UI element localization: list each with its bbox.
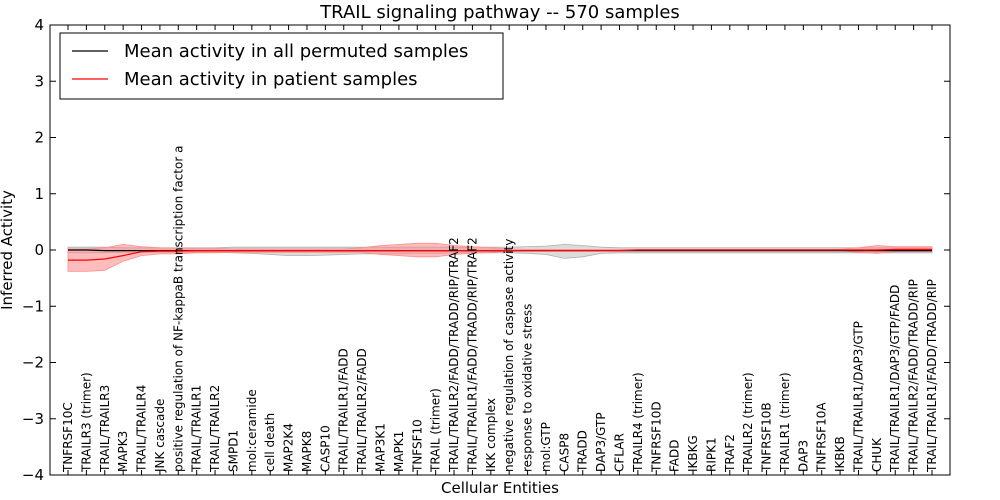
- x-tick-label: DAP3/GTP: [594, 412, 608, 472]
- x-tick-label: positive regulation of NF-kappaB transcr…: [171, 146, 185, 472]
- y-tick-label: 4: [34, 16, 44, 34]
- x-tick-label: response to oxidative stress: [521, 304, 535, 472]
- x-tick-label: DAP3: [796, 440, 810, 472]
- x-tick-label: MAPK3: [116, 431, 130, 472]
- x-tick-label: cell death: [263, 413, 277, 472]
- y-axis-label: Inferred Activity: [0, 190, 16, 310]
- x-tick-label: TRAIL/TRAILR2/FADD/TRADD/RIP/TRAF2: [447, 237, 461, 473]
- x-tick-label: TRAIL/TRAILR1/DAP3/GTP/FADD: [888, 285, 902, 473]
- x-tick-label: MAPK8: [300, 431, 314, 472]
- x-tick-label: TRAIL/TRAILR1/FADD/TRADD/RIP/TRAF2: [465, 237, 479, 473]
- plot-area: 4 3 2 1 0 −1 −2 −3 −4 TNFRSF10C TRAILR3 (trimer) TR…: [22, 16, 951, 484]
- y-tick-label: 2: [34, 129, 44, 147]
- x-tick-label: TRAIL/TRAILR2: [208, 385, 222, 473]
- x-axis-label: Cellular Entities: [441, 479, 559, 497]
- x-tick-label: TNFRSF10C: [61, 402, 75, 473]
- x-tick-label: TNFRSF10B: [760, 402, 774, 473]
- x-tick-label: mol:GTP: [539, 422, 553, 472]
- x-tick-label: TRAILR3 (trimer): [79, 372, 93, 473]
- x-tick-label: TRAILR2 (trimer): [741, 372, 755, 473]
- y-tick-label: −1: [22, 297, 44, 315]
- x-tick-label: JNK cascade: [153, 399, 167, 473]
- x-tick-label: negative regulation of caspase activity: [502, 239, 516, 472]
- x-tick-label: FADD: [668, 440, 682, 473]
- x-tick-label: TRAIL (trimer): [429, 388, 443, 473]
- legend-box: [59, 32, 504, 100]
- x-tick-label: SMPD1: [226, 430, 240, 472]
- x-tick-label: TRAIL/TRAILR1/FADD/TRADD/RIP: [925, 279, 939, 473]
- x-tick-label: TNFRSF10A: [815, 402, 829, 473]
- legend-label-1: Mean activity in all permuted samples: [124, 41, 468, 62]
- x-tick-label: IKK complex: [484, 398, 498, 472]
- y-tick-label: 0: [34, 241, 44, 259]
- x-tick-label: TRAIL/TRAILR3: [98, 385, 112, 473]
- x-tick-label: MAP2K4: [282, 423, 296, 472]
- y-tick-label: −4: [22, 466, 44, 484]
- chart-title: TRAIL signaling pathway -- 570 samples: [319, 2, 680, 23]
- x-tick-label: TRAIL/TRAILR1: [190, 385, 204, 473]
- y-tick-label: 1: [34, 185, 44, 203]
- x-tick-label: TNFSF10: [410, 419, 424, 473]
- x-tick-label: MAPK1: [392, 431, 406, 472]
- x-tick-label: CASP10: [318, 425, 332, 472]
- x-tick-label: TNFRSF10D: [649, 401, 663, 473]
- x-tick-label: TRAILR4 (trimer): [631, 372, 645, 473]
- x-tick-label: TRAIL/TRAILR2/FADD/TRADD/RIP: [907, 279, 921, 473]
- x-tick-label: TRAF2: [723, 434, 737, 473]
- x-tick-label: TRAILR1 (trimer): [778, 372, 792, 473]
- x-tick-label: TRAIL/TRAILR2/FADD: [355, 348, 369, 473]
- y-tick-label: −3: [22, 410, 44, 428]
- x-tick-label: TRAIL/TRAILR1/FADD: [337, 348, 351, 473]
- y-tick-label: 3: [34, 72, 44, 90]
- x-tick-label: TRAIL/TRAILR1/DAP3/GTP: [852, 321, 866, 473]
- series-line-2: [68, 248, 932, 261]
- x-tick-label: RIPK1: [704, 437, 718, 472]
- x-tick-label: TRAIL/TRAILR4: [135, 385, 149, 473]
- x-tick-label: CHUK: [870, 437, 884, 472]
- x-tick-label: IKBKB: [833, 436, 847, 472]
- x-tick-label: CFLAR: [613, 433, 627, 472]
- y-tick-label: −2: [22, 354, 44, 372]
- legend-label-2: Mean activity in patient samples: [124, 69, 418, 90]
- x-tick-label: mol:ceramide: [245, 389, 259, 472]
- x-tick-label: MAP3K1: [374, 423, 388, 472]
- x-tick-label: CASP8: [557, 433, 571, 472]
- x-tick-label: IKBKG: [686, 435, 700, 472]
- x-tick-label: TRADD: [576, 430, 590, 473]
